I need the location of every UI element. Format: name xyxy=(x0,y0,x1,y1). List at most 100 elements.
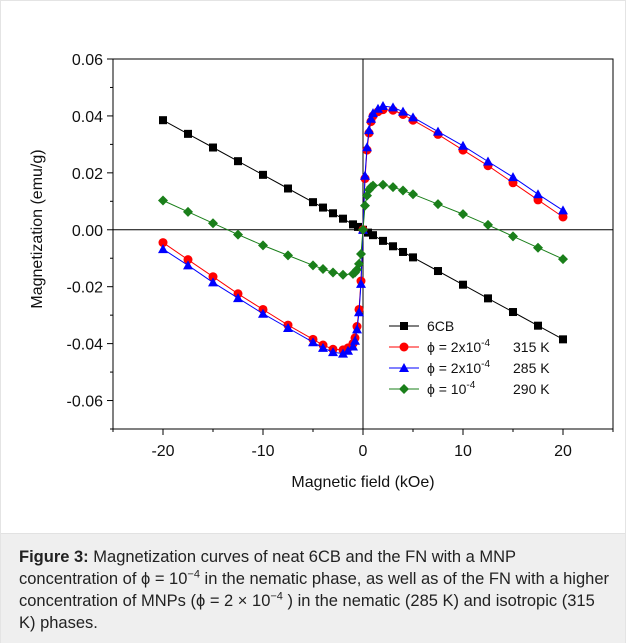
x-axis-title: Magnetic field (kOe) xyxy=(291,474,434,491)
data-point-phi-1e-4-290k xyxy=(483,219,493,230)
data-point-6cb xyxy=(349,220,357,229)
data-point-6cb xyxy=(434,267,442,276)
caption-text-part-3: ) in the nematic (285 K) and isotropic (… xyxy=(19,592,595,632)
data-point-phi-2e-4-285k xyxy=(350,335,360,345)
x-tick-label: -10 xyxy=(251,443,274,460)
data-point-phi-2e-4-285k xyxy=(388,102,398,112)
data-point-6cb xyxy=(559,335,567,344)
data-point-phi-1e-4-290k xyxy=(398,185,408,196)
caption-exponent-2: −4 xyxy=(270,590,283,603)
data-point-6cb xyxy=(379,236,387,245)
data-point-phi-1e-4-290k xyxy=(433,199,443,210)
data-point-phi-1e-4-290k xyxy=(308,260,318,271)
caption-text-part-1: Magnetization curves of neat 6CB and the… xyxy=(19,548,516,588)
data-point-phi-2e-4-285k xyxy=(458,140,468,150)
data-point-phi-1e-4-290k xyxy=(360,200,370,211)
data-point-phi-1e-4-290k xyxy=(233,229,243,240)
data-point-phi-2e-4-285k xyxy=(233,293,243,303)
data-point-phi-2e-4-285k xyxy=(408,112,418,122)
data-point-phi-2e-4-285k xyxy=(360,170,370,180)
legend-label-phi-2e-4-285k: ϕ = 2x10-4 285 K xyxy=(427,359,550,376)
legend-label-6cb: 6CB xyxy=(427,318,454,334)
data-point-6cb xyxy=(159,116,167,125)
data-point-phi-2e-4-285k xyxy=(483,156,493,166)
data-point-phi-1e-4-290k xyxy=(558,254,568,265)
data-point-phi-2e-4-285k xyxy=(364,125,374,135)
y-tick-label: 0.06 xyxy=(72,52,103,69)
series-phi-1e-4-290k xyxy=(158,179,568,280)
data-point-6cb xyxy=(364,228,372,237)
data-point-phi-2e-4-285k xyxy=(356,278,366,288)
x-tick-label: 20 xyxy=(554,443,572,460)
legend-marker-6cb xyxy=(400,322,408,330)
data-point-phi-1e-4-290k xyxy=(338,269,348,280)
legend-marker-phi-2e-4-285k xyxy=(399,363,409,372)
data-point-phi-2e-4-285k xyxy=(373,103,383,113)
data-point-6cb xyxy=(369,231,377,240)
x-tick-label: -20 xyxy=(151,443,174,460)
data-point-phi-2e-4-285k xyxy=(558,205,568,215)
data-point-6cb xyxy=(339,214,347,223)
magnetization-chart: -20 -10 0 10 20 -0.06 -0.04 -0.02 0.00 0.02 0.04 0.… xyxy=(29,52,614,491)
data-point-phi-1e-4-290k xyxy=(318,264,328,275)
figure-area: -20 -10 0 10 20 -0.06 -0.04 -0.02 0.00 0.02 0.04 0.… xyxy=(1,1,625,533)
data-point-phi-2e-4-315k xyxy=(183,255,193,265)
data-point-6cb xyxy=(309,198,317,207)
caption-label: Figure 3: xyxy=(19,548,89,566)
data-point-6cb xyxy=(459,280,467,289)
data-point-phi-2e-4-285k xyxy=(398,106,408,116)
data-point-phi-2e-4-285k xyxy=(533,189,543,199)
data-point-phi-1e-4-290k xyxy=(368,180,378,191)
data-point-phi-2e-4-285k xyxy=(158,244,168,254)
data-point-phi-2e-4-315k xyxy=(208,272,218,282)
data-point-6cb xyxy=(284,184,292,193)
data-point-phi-1e-4-290k xyxy=(358,224,368,235)
legend-label-phi-1e-4-290k: ϕ = 10-4 290 K xyxy=(427,380,550,397)
data-point-phi-2e-4-285k xyxy=(378,100,388,110)
data-point-phi-2e-4-285k xyxy=(338,348,348,358)
series-phi-2e-4-285k xyxy=(158,100,568,358)
data-point-phi-1e-4-290k xyxy=(458,209,468,220)
data-point-6cb xyxy=(209,143,217,152)
y-tick-label: -0.04 xyxy=(67,337,104,354)
data-point-6cb xyxy=(184,129,192,138)
x-tick-label: 10 xyxy=(454,443,472,460)
caption-text: Figure 3: Magnetization curves of neat 6… xyxy=(19,546,609,634)
data-point-6cb xyxy=(409,253,417,262)
x-tick-label: 0 xyxy=(359,443,368,460)
data-point-phi-1e-4-290k xyxy=(508,231,518,242)
data-point-phi-2e-4-315k xyxy=(158,238,168,248)
data-point-6cb xyxy=(234,157,242,166)
data-point-phi-1e-4-290k xyxy=(533,242,543,253)
legend-marker-phi-1e-4-290k xyxy=(399,384,409,394)
data-point-phi-1e-4-290k xyxy=(328,267,338,278)
data-point-6cb xyxy=(319,203,327,212)
data-point-phi-1e-4-290k xyxy=(208,218,218,229)
data-point-phi-2e-4-285k xyxy=(258,308,268,318)
data-point-6cb xyxy=(509,308,517,317)
y-tick-label: 0.00 xyxy=(72,223,103,240)
data-point-6cb xyxy=(399,247,407,256)
legend-marker-phi-2e-4-315k xyxy=(399,342,409,352)
data-point-phi-2e-4-285k xyxy=(183,260,193,270)
data-point-6cb xyxy=(259,170,267,179)
data-point-phi-2e-4-285k xyxy=(343,345,353,355)
data-point-phi-1e-4-290k xyxy=(356,248,366,259)
caption-text-part-2: in the nematic phase, as well as of the … xyxy=(19,570,609,610)
data-point-6cb xyxy=(389,242,397,251)
data-point-6cb xyxy=(484,294,492,303)
data-point-phi-1e-4-290k xyxy=(388,182,398,193)
data-point-phi-2e-4-285k xyxy=(318,342,328,352)
data-point-phi-1e-4-290k xyxy=(354,258,364,269)
data-point-6cb xyxy=(534,321,542,330)
data-point-6cb xyxy=(329,209,337,218)
data-point-phi-2e-4-285k xyxy=(433,126,443,136)
data-point-6cb xyxy=(354,222,362,231)
figure-caption: Figure 3: Magnetization curves of neat 6… xyxy=(1,533,625,643)
y-tick-label: -0.06 xyxy=(67,394,104,411)
data-point-phi-1e-4-290k xyxy=(378,179,388,190)
y-tick-label: -0.02 xyxy=(67,280,104,297)
data-point-phi-1e-4-290k xyxy=(158,195,168,206)
legend-label-phi-2e-4-315k: ϕ = 2x10-4 315 K xyxy=(427,338,550,355)
